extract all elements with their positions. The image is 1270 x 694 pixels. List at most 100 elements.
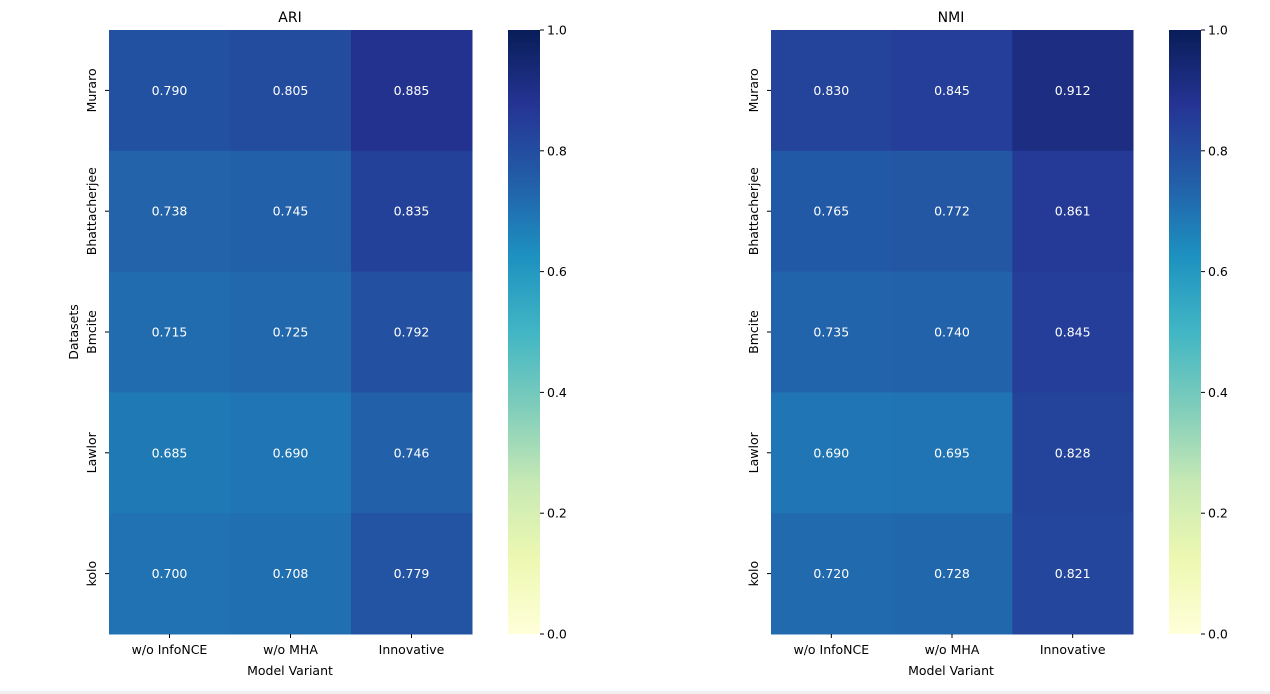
heatmap-cell	[891, 30, 1013, 152]
colorbar-gradient	[1169, 30, 1201, 634]
x-tick-labels-nmi: w/o InfoNCE w/o MHA Innovative	[793, 634, 1106, 657]
colorbar-tick-label: 0.4	[1208, 385, 1228, 400]
x-tick-label: Innovative	[1040, 642, 1106, 657]
cell-value-label: 0.779	[394, 566, 430, 581]
cell-value-label: 0.765	[813, 204, 849, 219]
cell-value-label: 0.885	[394, 83, 430, 98]
heatmap-cell	[351, 392, 473, 514]
colorbar-tick-label: 0.2	[1208, 506, 1228, 521]
cell-value-label: 0.828	[1055, 445, 1091, 460]
cell-value-label: 0.772	[934, 204, 970, 219]
cell-value-label: 0.715	[152, 325, 188, 340]
heatmap-cell	[771, 392, 893, 514]
y-tick-label: Muraro	[84, 68, 99, 112]
cell-value-label: 0.835	[394, 204, 430, 219]
y-tick-labels-nmi: Muraro Bhattacherjee Bmcite Lawlor kolo	[746, 68, 771, 586]
y-tick-label: Bmcite	[84, 310, 99, 354]
heatmap-cell	[771, 30, 893, 152]
cell-value-label: 0.861	[1055, 204, 1091, 219]
cell-value-label: 0.738	[152, 204, 188, 219]
cell-value-label: 0.685	[152, 445, 188, 460]
heatmap-cell	[891, 271, 1013, 393]
colorbar-tick-label: 0.0	[547, 627, 567, 642]
cell-value-label: 0.725	[273, 325, 309, 340]
x-tick-label: w/o InfoNCE	[793, 642, 869, 657]
heatmap-cell	[109, 392, 231, 514]
cell-value-label: 0.690	[813, 445, 849, 460]
colorbar-gradient	[508, 30, 540, 634]
cell-value-label: 0.830	[813, 83, 849, 98]
x-tick-label: w/o MHA	[263, 642, 318, 657]
cell-value-label: 0.745	[273, 204, 309, 219]
y-tick-label: Lawlor	[746, 431, 761, 473]
x-tick-labels-ari: w/o InfoNCE w/o MHA Innovative	[132, 634, 445, 657]
colorbar-tick-label: 1.0	[1208, 23, 1228, 38]
heatmap-cell	[351, 30, 473, 152]
heatmap-cell	[1012, 513, 1134, 635]
heatmap-cell	[771, 150, 893, 273]
heatmap-cell	[351, 513, 473, 635]
colorbar-tick-label: 0.6	[547, 264, 567, 279]
cell-value-label: 0.695	[934, 445, 970, 460]
heatmap-cell	[1012, 150, 1134, 273]
cell-value-label: 0.805	[273, 83, 309, 98]
cell-value-label: 0.735	[813, 325, 849, 340]
cell-value-label: 0.746	[394, 445, 430, 460]
chart-title-ari: ARI	[278, 10, 301, 26]
x-tick-label: w/o InfoNCE	[132, 642, 208, 657]
heatmap-cell	[771, 271, 893, 393]
cell-value-label: 0.821	[1055, 566, 1091, 581]
cell-value-label: 0.728	[934, 566, 970, 581]
heatmap-cell	[109, 150, 231, 273]
heatmap-cell	[230, 513, 352, 635]
colorbar-tick-label: 0.2	[547, 506, 567, 521]
x-tick-label: w/o MHA	[925, 642, 980, 657]
y-axis-label-ari: Datasets	[66, 304, 81, 359]
heatmap-cell	[230, 150, 352, 273]
heatmap-cell	[230, 271, 352, 393]
colorbar-tick-label: 0.8	[1208, 143, 1228, 158]
heatmap-cell	[1012, 392, 1134, 514]
x-axis-label-ari: Model Variant	[247, 663, 333, 678]
heatmap-cell	[109, 513, 231, 635]
y-tick-label: kolo	[84, 561, 99, 587]
heatmap-cell	[230, 392, 352, 514]
bottom-border	[0, 691, 1270, 694]
y-tick-label: Bhattacherjee	[84, 167, 99, 255]
y-tick-label: Bhattacherjee	[746, 167, 761, 255]
colorbar-tick-label: 0.8	[547, 143, 567, 158]
heatmap-cell	[771, 513, 893, 635]
y-tick-label: kolo	[746, 561, 761, 587]
heatmap-cell	[109, 30, 231, 152]
colorbar-tick-label: 0.4	[547, 385, 567, 400]
cell-value-label: 0.912	[1055, 83, 1091, 98]
colorbar-ari: 0.0 0.2 0.4 0.6 0.8 1.0	[508, 23, 567, 642]
cell-value-label: 0.690	[273, 445, 309, 460]
heatmap-cell	[891, 392, 1013, 514]
cell-value-label: 0.740	[934, 325, 970, 340]
cell-value-label: 0.845	[934, 83, 970, 98]
cell-value-label: 0.708	[273, 566, 309, 581]
y-tick-labels-ari: Muraro Bhattacherjee Bmcite Lawlor kolo	[84, 68, 109, 586]
heatmap-cell	[1012, 30, 1134, 152]
y-tick-label: Bmcite	[746, 310, 761, 354]
cell-value-label: 0.720	[813, 566, 849, 581]
cell-value-label: 0.700	[152, 566, 188, 581]
heatmap-cell	[351, 150, 473, 273]
heatmap-cell	[891, 513, 1013, 635]
heatmap-cell	[351, 271, 473, 393]
chart-title-nmi: NMI	[938, 10, 965, 26]
heatmap-cell	[891, 150, 1013, 273]
cell-value-label: 0.790	[152, 83, 188, 98]
y-tick-label: Lawlor	[84, 431, 99, 473]
cell-value-label: 0.845	[1055, 325, 1091, 340]
x-tick-label: Innovative	[379, 642, 445, 657]
heatmap-cells-ari: 0.790 0.805 0.885 0.738 0.745 0.835 0.715 0.725…	[109, 30, 473, 635]
heatmap-cells-nmi: 0.830 0.845 0.912 0.765 0.772 0.861 0.735 0.740…	[771, 30, 1134, 635]
heatmap-cell	[109, 271, 231, 393]
x-axis-label-nmi: Model Variant	[908, 663, 994, 678]
heatmap-cell	[1012, 271, 1134, 393]
